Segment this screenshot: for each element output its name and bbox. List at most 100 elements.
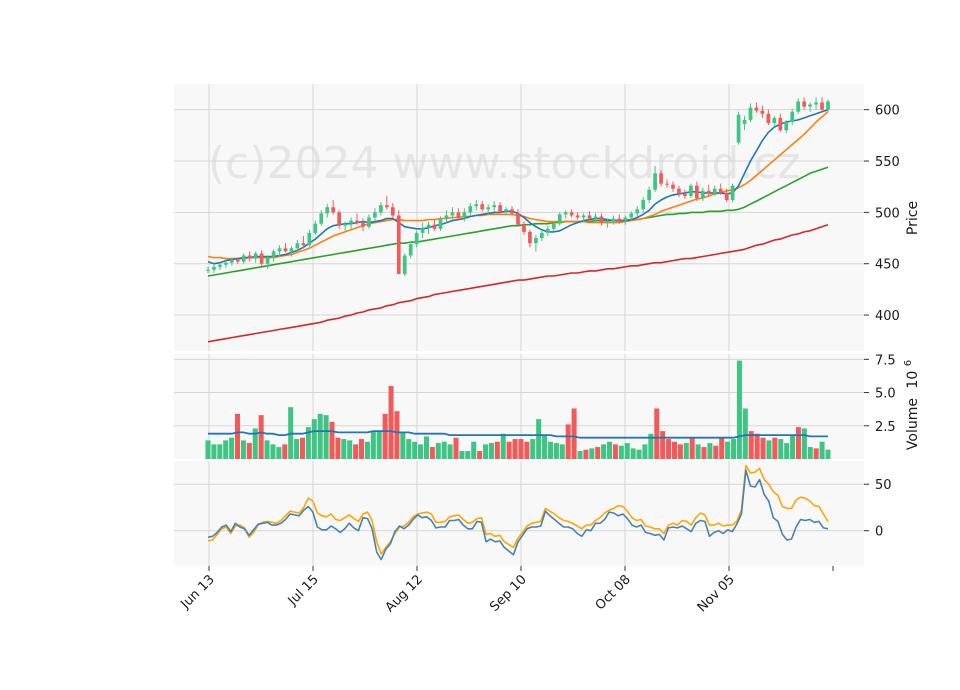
volume-bar bbox=[500, 433, 506, 459]
volume-bar bbox=[305, 427, 311, 459]
volume-bar bbox=[429, 447, 435, 459]
volume-ma-line bbox=[208, 430, 828, 439]
candle-body bbox=[301, 243, 306, 246]
price-y-ticks: 400 450 500 550 600 bbox=[864, 104, 900, 324]
volume-label-text: Volume bbox=[905, 398, 921, 450]
volume-bar bbox=[559, 444, 565, 459]
candle-body bbox=[730, 185, 735, 201]
volume-bar bbox=[648, 433, 654, 459]
candle-body bbox=[438, 218, 443, 229]
volume-bar bbox=[294, 439, 300, 459]
oscillator-y-ticks: 0 50 bbox=[864, 478, 892, 540]
volume-bar bbox=[359, 439, 365, 459]
candle-body bbox=[641, 200, 646, 210]
volume-bar bbox=[341, 439, 347, 459]
candle-body bbox=[635, 209, 640, 214]
candle-body bbox=[605, 221, 610, 223]
candle-body bbox=[361, 222, 365, 227]
candle-body bbox=[587, 215, 592, 219]
volume-bar bbox=[819, 441, 825, 459]
candle-body bbox=[384, 205, 389, 208]
volume-bar bbox=[577, 451, 583, 459]
candle-body bbox=[426, 224, 431, 228]
candle-body bbox=[337, 212, 342, 226]
volume-panel: 2.5 5.0 7.5 Volume 10 6 bbox=[174, 353, 921, 459]
volume-bar bbox=[772, 437, 778, 459]
volume-bar bbox=[589, 448, 595, 459]
candle-body bbox=[528, 231, 532, 244]
volume-bar bbox=[736, 360, 742, 459]
volume-bar bbox=[423, 436, 429, 459]
candle-body bbox=[611, 218, 616, 222]
candle-body bbox=[259, 253, 264, 264]
oscillator-slow-line bbox=[207, 464, 829, 555]
watermark: (c)2024 www.stockdroid.cz bbox=[208, 138, 801, 189]
volume-bar bbox=[412, 441, 418, 459]
volume-moving-average bbox=[208, 430, 828, 439]
candle-body bbox=[432, 224, 437, 229]
volume-bar bbox=[376, 431, 382, 459]
oscillator-lines bbox=[207, 464, 829, 561]
candle-body bbox=[379, 205, 383, 213]
price-tick-label: 400 bbox=[875, 309, 900, 324]
candle-body bbox=[229, 259, 234, 263]
candle-body bbox=[796, 101, 801, 112]
candle-body bbox=[456, 212, 461, 218]
volume-bar bbox=[760, 437, 766, 459]
oscillator-tick-label: 0 bbox=[875, 525, 883, 540]
candle-body bbox=[313, 223, 318, 233]
oscillator-fast-line bbox=[207, 469, 829, 561]
price-tick-label: 600 bbox=[875, 104, 900, 119]
volume-bar bbox=[347, 440, 353, 459]
volume-bar bbox=[766, 440, 772, 459]
volume-bar bbox=[252, 428, 258, 459]
volume-bar bbox=[246, 443, 252, 459]
volume-bar bbox=[607, 441, 613, 459]
volume-bar bbox=[754, 433, 760, 459]
volume-bar bbox=[565, 424, 571, 459]
candle-body bbox=[575, 215, 580, 218]
candle-body bbox=[295, 243, 300, 249]
volume-bar bbox=[282, 444, 288, 459]
candle-body bbox=[671, 184, 675, 189]
candle-body bbox=[271, 251, 276, 258]
volume-bar bbox=[370, 431, 376, 459]
volume-tick-label: 7.5 bbox=[875, 353, 896, 368]
volume-bar bbox=[453, 437, 459, 459]
candle-body bbox=[760, 110, 765, 114]
volume-tick-label: 5.0 bbox=[875, 387, 896, 402]
volume-bar bbox=[701, 447, 707, 459]
candle-body bbox=[349, 220, 353, 224]
volume-bar bbox=[642, 444, 648, 459]
volume-bar bbox=[583, 449, 589, 459]
candle-body bbox=[450, 212, 455, 216]
candle-body bbox=[522, 224, 526, 232]
candle-body bbox=[629, 213, 634, 218]
candle-body bbox=[683, 193, 687, 196]
volume-bar bbox=[435, 443, 441, 459]
candle-body bbox=[557, 214, 562, 224]
candle-body bbox=[468, 206, 473, 213]
candle-body bbox=[390, 207, 395, 216]
volume-bar bbox=[483, 444, 489, 459]
candle-body bbox=[277, 248, 282, 252]
volume-bar bbox=[731, 439, 737, 459]
candle-body bbox=[319, 213, 324, 224]
ma-very-long-line bbox=[207, 223, 829, 343]
candle-body bbox=[206, 269, 210, 271]
candle-body bbox=[534, 238, 538, 244]
candle-body bbox=[647, 189, 652, 201]
volume-unit-exponent: 6 bbox=[903, 360, 914, 366]
volume-bar bbox=[671, 441, 677, 459]
candle-body bbox=[355, 220, 359, 223]
volume-bar bbox=[547, 441, 553, 459]
candle-body bbox=[498, 205, 502, 212]
volume-bar bbox=[299, 437, 305, 459]
candle-body bbox=[253, 253, 258, 259]
candle-body bbox=[516, 213, 520, 225]
oscillator-grid bbox=[174, 461, 864, 566]
volume-bar bbox=[677, 444, 683, 459]
volume-bar bbox=[311, 419, 317, 459]
volume-bar bbox=[689, 437, 695, 459]
volume-bar bbox=[553, 443, 559, 459]
